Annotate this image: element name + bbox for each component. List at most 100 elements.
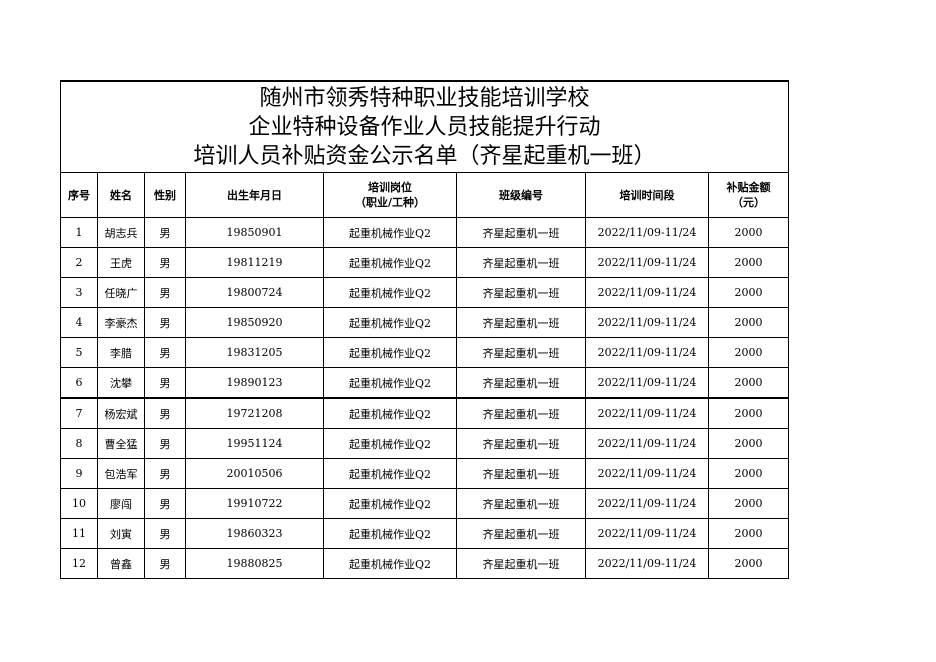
cell-index: 12 <box>60 548 98 579</box>
cell-training-period: 2022/11/09-11/24 <box>585 277 709 308</box>
cell-training-period: 2022/11/09-11/24 <box>585 367 709 399</box>
header-text: 培训时间段 <box>619 188 675 202</box>
cell-name: 刘寅 <box>97 518 145 549</box>
cell-gender: 男 <box>144 337 186 368</box>
cell-training-post: 起重机械作业Q2 <box>323 337 457 368</box>
cell-training-period: 2022/11/09-11/24 <box>585 518 709 549</box>
cell-training-period: 2022/11/09-11/24 <box>585 337 709 368</box>
cell-index: 5 <box>60 337 98 368</box>
cell-class-id: 齐星起重机一班 <box>456 518 586 549</box>
table-row: 3 任晓广男 19800724 起重机械作业Q2 齐星起重机一班 2022/11/09-1… <box>60 277 789 308</box>
table-row: 7 杨宏斌男 19721208 起重机械作业Q2 齐星起重机一班 2022/11/09-1… <box>60 397 789 429</box>
cell-subsidy-amount: 2000 <box>708 518 789 549</box>
header-text: 出生年月日 <box>227 188 282 202</box>
cell-subsidy-amount: 2000 <box>708 488 789 519</box>
header-text: （元） <box>732 196 765 209</box>
cell-name: 曹全猛 <box>97 428 145 459</box>
cell-class-id: 齐星起重机一班 <box>456 247 586 278</box>
cell-index: 11 <box>60 518 98 549</box>
cell-subsidy-amount: 2000 <box>708 217 789 248</box>
header-training-post: 培训岗位 （职业/工种） <box>323 172 457 218</box>
header-index: 序号 <box>60 172 98 218</box>
cell-name: 廖闯 <box>97 488 145 519</box>
table-row: 8 曹全猛男 19951124 起重机械作业Q2 齐星起重机一班 2022/11/09-1… <box>60 428 789 459</box>
cell-class-id: 齐星起重机一班 <box>456 428 586 459</box>
cell-class-id: 齐星起重机一班 <box>456 367 586 399</box>
cell-gender: 男 <box>144 397 186 429</box>
header-text: （职业/工种） <box>354 196 426 209</box>
cell-training-period: 2022/11/09-11/24 <box>585 397 709 429</box>
cell-training-period: 2022/11/09-11/24 <box>585 428 709 459</box>
cell-gender: 男 <box>144 247 186 278</box>
cell-class-id: 齐星起重机一班 <box>456 217 586 248</box>
cell-name: 王虎 <box>97 247 145 278</box>
cell-subsidy-amount: 2000 <box>708 548 789 579</box>
cell-name: 包浩军 <box>97 458 145 489</box>
cell-subsidy-amount: 2000 <box>708 397 789 429</box>
header-name: 姓名 <box>97 172 145 218</box>
cell-gender: 男 <box>144 217 186 248</box>
table-row: 5 李腊男 19831205 起重机械作业Q2 齐星起重机一班 2022/11/09-11… <box>60 337 789 368</box>
subsidy-list-table: 随州市领秀特种职业技能培训学校 企业特种设备作业人员技能提升行动 培训人员补贴资… <box>60 80 789 579</box>
cell-subsidy-amount: 2000 <box>708 458 789 489</box>
table-row: 2 王虎男 19811219 起重机械作业Q2 齐星起重机一班 2022/11/09-11… <box>60 247 789 278</box>
table-row: 1 胡志兵男 19850901 起重机械作业Q2 齐星起重机一班 2022/11/09-1… <box>60 217 789 248</box>
cell-training-post: 起重机械作业Q2 <box>323 397 457 429</box>
table-row: 10 廖闯男 19910722 起重机械作业Q2 齐星起重机一班 2022/11/09-1… <box>60 488 789 519</box>
cell-subsidy-amount: 2000 <box>708 277 789 308</box>
header-text: 补贴金额 <box>726 181 771 194</box>
cell-name: 李腊 <box>97 337 145 368</box>
cell-birthdate: 19800724 <box>185 277 324 308</box>
cell-subsidy-amount: 2000 <box>708 307 789 338</box>
header-text: 序号 <box>68 188 90 202</box>
cell-name: 曾鑫 <box>97 548 145 579</box>
cell-training-post: 起重机械作业Q2 <box>323 277 457 308</box>
cell-training-period: 2022/11/09-11/24 <box>585 548 709 579</box>
cell-name: 任晓广 <box>97 277 145 308</box>
cell-class-id: 齐星起重机一班 <box>456 397 586 429</box>
cell-class-id: 齐星起重机一班 <box>456 277 586 308</box>
table-row: 12 曾鑫男 19880825 起重机械作业Q2 齐星起重机一班 2022/11/09-1… <box>60 548 789 579</box>
cell-gender: 男 <box>144 488 186 519</box>
cell-training-post: 起重机械作业Q2 <box>323 217 457 248</box>
cell-index: 6 <box>60 367 98 399</box>
title-line-2: 企业特种设备作业人员技能提升行动 <box>248 114 601 140</box>
cell-subsidy-amount: 2000 <box>708 247 789 278</box>
cell-index: 2 <box>60 247 98 278</box>
cell-class-id: 齐星起重机一班 <box>456 488 586 519</box>
cell-index: 8 <box>60 428 98 459</box>
header-text: 班级编号 <box>499 188 543 202</box>
header-text: 性别 <box>154 188 176 202</box>
cell-index: 4 <box>60 307 98 338</box>
cell-birthdate: 19860323 <box>185 518 324 549</box>
cell-birthdate: 19850901 <box>185 217 324 248</box>
header-text: 姓名 <box>110 188 132 202</box>
cell-training-period: 2022/11/09-11/24 <box>585 458 709 489</box>
cell-birthdate: 19880825 <box>185 548 324 579</box>
header-subsidy-amount: 补贴金额 （元） <box>708 172 789 218</box>
document-title: 随州市领秀特种职业技能培训学校 企业特种设备作业人员技能提升行动 培训人员补贴资… <box>60 80 789 173</box>
cell-birthdate: 19890123 <box>185 367 324 399</box>
title-row: 随州市领秀特种职业技能培训学校 企业特种设备作业人员技能提升行动 培训人员补贴资… <box>60 80 789 173</box>
cell-training-post: 起重机械作业Q2 <box>323 428 457 459</box>
table-row: 4 李豪杰男 19850920 起重机械作业Q2 齐星起重机一班 2022/11/09-1… <box>60 307 789 338</box>
cell-birthdate: 20010506 <box>185 458 324 489</box>
cell-training-post: 起重机械作业Q2 <box>323 488 457 519</box>
cell-training-post: 起重机械作业Q2 <box>323 458 457 489</box>
cell-birthdate: 19951124 <box>185 428 324 459</box>
cell-gender: 男 <box>144 277 186 308</box>
header-birthdate: 出生年月日 <box>185 172 324 218</box>
cell-training-period: 2022/11/09-11/24 <box>585 217 709 248</box>
cell-training-post: 起重机械作业Q2 <box>323 518 457 549</box>
cell-training-period: 2022/11/09-11/24 <box>585 247 709 278</box>
cell-name: 胡志兵 <box>97 217 145 248</box>
cell-birthdate: 19811219 <box>185 247 324 278</box>
cell-training-period: 2022/11/09-11/24 <box>585 488 709 519</box>
table-row: 9 包浩军男 20010506 起重机械作业Q2 齐星起重机一班 2022/11/09-1… <box>60 458 789 489</box>
table-body: 1 胡志兵男 19850901 起重机械作业Q2 齐星起重机一班 2022/11/09-1… <box>60 217 789 579</box>
cell-subsidy-amount: 2000 <box>708 428 789 459</box>
cell-subsidy-amount: 2000 <box>708 367 789 399</box>
cell-training-post: 起重机械作业Q2 <box>323 247 457 278</box>
cell-birthdate: 19831205 <box>185 337 324 368</box>
cell-birthdate: 19850920 <box>185 307 324 338</box>
